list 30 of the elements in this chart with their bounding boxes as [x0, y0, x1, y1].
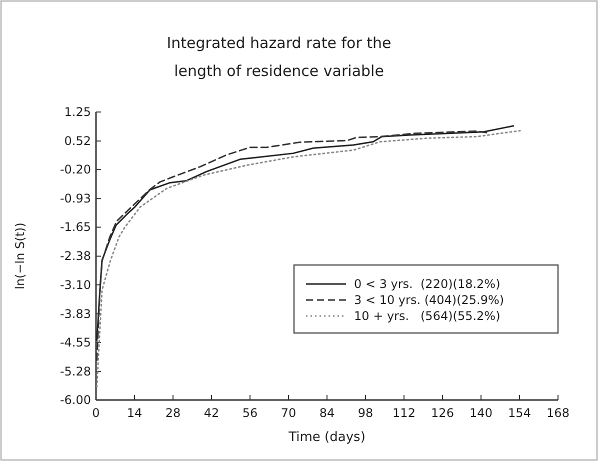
y-tick-label: -4.55 [60, 335, 91, 350]
x-tick-label: 84 [319, 406, 335, 420]
x-tick-label: 140 [470, 406, 492, 420]
y-tick-label: -6.00 [60, 393, 91, 407]
chart-title: Integrated hazard rate for the length of residence variable [166, 34, 392, 80]
x-tick-label: 56 [242, 406, 258, 420]
x-axis-title: Time (days) [288, 430, 366, 445]
y-tick-label: -1.65 [60, 220, 91, 234]
x-tick-label: 112 [392, 406, 416, 420]
x-tick-label: 42 [204, 406, 220, 420]
y-tick-label: 1.25 [64, 105, 91, 119]
x-tick-label: 70 [280, 406, 296, 420]
y-tick-label: -0.20 [60, 162, 91, 177]
legend-label: 3 < 10 yrs. (404)(25.9%) [354, 293, 504, 307]
x-tick-label: 0 [92, 406, 100, 420]
x-tick-label: 126 [431, 406, 454, 420]
x-tick-label: 28 [165, 406, 181, 420]
y-tick-label: -0.93 [60, 192, 91, 206]
x-tick-label: 98 [358, 406, 374, 420]
y-tick-label: -5.28 [60, 364, 91, 378]
legend-label: 10 + yrs. (564)(55.2%) [354, 309, 500, 323]
x-tick-label: 14 [126, 406, 142, 420]
legend-label: 0 < 3 yrs. (220)(18.2%) [354, 277, 500, 291]
y-tick-label: 0.52 [64, 134, 91, 148]
y-tick-label: -3.83 [60, 306, 91, 321]
y-tick-label: -2.38 [60, 249, 91, 264]
y-tick-label: -3.10 [60, 278, 91, 292]
x-tick-label: 154 [508, 406, 531, 420]
x-tick-label: 168 [546, 406, 570, 420]
y-axis-title: ln(−ln S(t)) [13, 222, 27, 290]
